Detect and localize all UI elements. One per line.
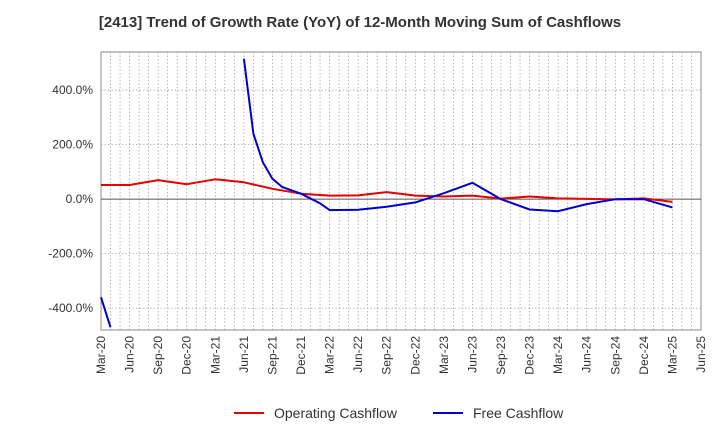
x-tick-label: Sep-20 xyxy=(151,336,165,375)
x-tick-label: Sep-23 xyxy=(494,336,508,375)
x-tick-label: Dec-24 xyxy=(637,336,651,375)
x-tick-label: Dec-22 xyxy=(408,336,422,375)
x-tick-label: Dec-20 xyxy=(180,336,194,375)
y-tick-label: 400.0% xyxy=(52,83,93,97)
x-tick-label: Mar-20 xyxy=(94,336,108,374)
x-tick-label: Jun-20 xyxy=(123,336,137,373)
free-cashflow-line xyxy=(242,58,673,213)
y-tick-label: 0.0% xyxy=(66,192,94,206)
x-tick-label: Dec-21 xyxy=(294,336,308,375)
y-tick-label: -400.0% xyxy=(48,301,93,315)
legend-swatch-free xyxy=(433,412,463,414)
chart-title: [2413] Trend of Growth Rate (YoY) of 12-… xyxy=(98,14,622,31)
free-cashflow-line xyxy=(100,296,112,328)
x-tick-label: Jun-25 xyxy=(694,336,708,373)
x-tick-label: Mar-25 xyxy=(665,336,679,374)
plot-area xyxy=(100,51,702,331)
x-tick-label: Sep-22 xyxy=(380,336,394,375)
x-tick-label: Jun-23 xyxy=(465,336,479,373)
x-tick-label: Dec-23 xyxy=(523,336,537,375)
x-tick-label: Sep-24 xyxy=(608,336,622,375)
legend-label-free: Free Cashflow xyxy=(473,405,564,421)
legend-item-free-cashflow: Free Cashflow xyxy=(433,405,563,421)
x-tick-label: Jun-22 xyxy=(351,336,365,373)
x-tick-label: Mar-21 xyxy=(208,336,222,374)
legend-swatch-operating xyxy=(234,412,264,414)
y-tick-label: 200.0% xyxy=(52,138,93,152)
y-tick-label: -200.0% xyxy=(48,247,93,261)
operating-cashflow-line xyxy=(101,178,673,203)
legend-label-operating: Operating Cashflow xyxy=(274,405,397,421)
x-tick-label: Sep-21 xyxy=(265,336,279,375)
x-tick-label: Mar-23 xyxy=(437,336,451,374)
legend-item-operating-cashflow: Operating Cashflow xyxy=(234,405,397,421)
x-tick-label: Jun-24 xyxy=(580,336,594,373)
x-tick-label: Mar-24 xyxy=(551,336,565,374)
x-tick-label: Jun-21 xyxy=(237,336,251,373)
x-tick-label: Mar-22 xyxy=(323,336,337,374)
